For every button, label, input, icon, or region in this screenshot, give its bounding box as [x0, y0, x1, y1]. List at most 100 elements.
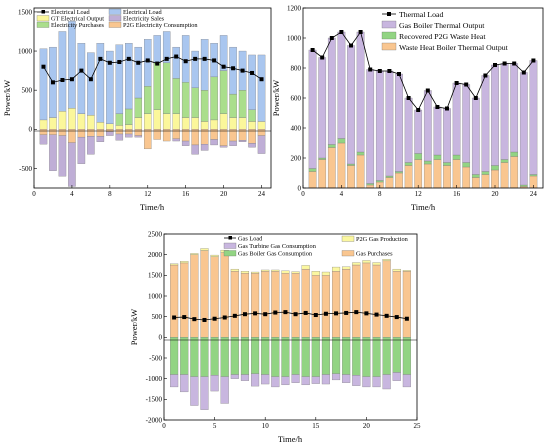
gas-boiler-thermal-bar: [318, 57, 327, 159]
electrical-load-point: [117, 60, 122, 64]
thermal-load-point: [358, 30, 363, 34]
gas-plot-frame: [163, 233, 418, 421]
gas-boiler-thermal-bar: [414, 109, 423, 154]
p2g-gas-production-bar: [382, 259, 391, 262]
electrical-load-point: [212, 58, 217, 63]
electrical-load-line: [41, 54, 264, 85]
electricity-sales-bar: [125, 133, 133, 138]
y-tick-label: -1500: [146, 396, 163, 404]
p2g-gas-production-bar: [170, 263, 179, 266]
gas-legend: Gas Load Gas Turbine Gas Consumption Gas…: [223, 236, 409, 258]
electricity-purchases-bar: [210, 76, 218, 121]
gas-turbine-gas-bar: [240, 374, 250, 381]
p2g-electricity-bar: [200, 129, 209, 145]
gas-boiler-gas-bar: [230, 337, 239, 375]
p2g-electricity-bar: [125, 129, 133, 135]
gas-turbine-gas-bar: [271, 376, 280, 388]
gas-turbine-gas-bar: [352, 375, 361, 386]
gas-purchases-bar: [352, 264, 361, 338]
legend-electricity-sales: Electricity Sales: [123, 16, 165, 23]
legend-gt-output-swatch: [36, 15, 50, 22]
waste-heat-boiler-bar: [308, 171, 317, 189]
p2g-gas-production-bar: [190, 253, 199, 255]
legend-purchases-swatch: [36, 21, 50, 28]
electrical-load-bar: [248, 54, 256, 110]
gas-boiler-thermal-bar: [356, 31, 365, 153]
gas-boiler-thermal-bar: [404, 97, 413, 163]
x-tick-label: 0: [32, 190, 36, 198]
gt-electrical-output-bar: [106, 123, 114, 130]
gt-electrical-output-bar: [87, 115, 95, 130]
y-tick-label: -500: [149, 354, 162, 362]
electrical-load-point: [136, 60, 141, 65]
thermal-load-point: [454, 81, 459, 85]
x-tick-label: 4: [340, 190, 344, 198]
electricity-purchases-bar: [172, 78, 180, 114]
gas-purchases-bar: [342, 268, 351, 338]
recovered-p2g-heat-bar: [471, 174, 480, 178]
legend-gt-gas-swatch: [223, 242, 237, 249]
gas-load-point: [384, 313, 389, 318]
p2g-gas-production-bar: [261, 269, 270, 272]
electrical-load-point: [155, 61, 160, 66]
legend-gt-electrical-output: GT Electrical Output: [51, 16, 104, 23]
electricity-purchases-bar: [200, 90, 209, 122]
p2g-electricity-bar: [144, 129, 152, 150]
gas-turbine-gas-bar: [200, 376, 209, 410]
thermal-load-point: [502, 61, 507, 66]
gas-load-point: [202, 317, 207, 322]
electrical-load-line-path: [43, 56, 262, 83]
gas-purchases-bar: [281, 273, 290, 338]
p2g-electricity-bar: [49, 129, 57, 135]
electricity-sales-bar: [49, 134, 57, 171]
x-tick-label: 8: [378, 190, 382, 198]
gas-boiler-gas-bar: [251, 337, 260, 374]
gas-load-point: [334, 311, 339, 316]
electricity-sales-bar: [77, 136, 86, 164]
gt-electrical-output-bar: [153, 109, 161, 130]
gas-load-point: [242, 312, 247, 317]
thermal-ylabel: Power/kW: [271, 80, 281, 116]
gt-electrical-output-bar: [210, 119, 218, 130]
electricity-sales-bar: [106, 131, 114, 136]
electricity-sales-bar: [172, 138, 180, 142]
electricity-sales-bar: [134, 135, 143, 138]
electricity-panel: -500 0 500 1000 1500 0 4 8 12 16 20 24 Power/kW Ti…: [2, 7, 272, 212]
legend-recovered-p2g: Recovered P2G Waste Heat: [399, 32, 486, 41]
waste-heat-boiler-bar: [462, 166, 471, 189]
recovered-p2g-heat-bar: [337, 138, 346, 144]
gt-electrical-output-bar: [39, 119, 48, 130]
gas-purchases-bar: [271, 271, 280, 338]
gas-boiler-gas-bar: [382, 337, 391, 375]
gas-purchases-bar: [251, 273, 260, 338]
waste-heat-boiler-bar: [471, 177, 480, 189]
legend-waste-heat-boiler: Waste Heat Boiler Thermal Output: [399, 43, 509, 52]
p2g-electricity-bar: [191, 129, 199, 146]
gas-load-point: [374, 312, 379, 317]
gas-turbine-gas-bar: [180, 374, 189, 393]
gas-load-point: [273, 310, 278, 315]
gas-boiler-gas-bar: [240, 337, 250, 375]
x-tick-label: 15: [312, 422, 320, 430]
p2g-gas-production-bar: [180, 261, 189, 264]
gas-boiler-gas-bar: [220, 337, 229, 377]
p2g-electricity-bar: [219, 129, 228, 146]
electricity-y-ticks: -500 0 500 1000 1500: [18, 8, 37, 173]
thermal-y-ticks: 0 200 400 600 800 1000 1200: [287, 4, 306, 192]
gas-boiler-gas-bar: [271, 337, 280, 377]
electrical-load-bar: [162, 31, 171, 63]
electrical-load-bar: [77, 43, 86, 114]
gt-electrical-output-bar: [144, 113, 152, 130]
electricity-purchases-bar: [191, 87, 199, 118]
gas-purchases-bar: [291, 273, 300, 338]
gas-turbine-gas-bar: [392, 372, 401, 381]
thermal-load-point: [521, 70, 526, 75]
waste-heat-boiler-bar: [481, 174, 490, 189]
waste-heat-boiler-bar: [433, 159, 442, 189]
gas-load-point: [293, 312, 298, 317]
gt-electrical-output-bar: [229, 117, 237, 130]
electricity-purchases-bar: [134, 97, 143, 118]
y-tick-label: 1500: [18, 8, 33, 16]
gas-ylabel: Power/kW: [129, 309, 139, 345]
waste-heat-boiler-bar: [443, 165, 451, 189]
